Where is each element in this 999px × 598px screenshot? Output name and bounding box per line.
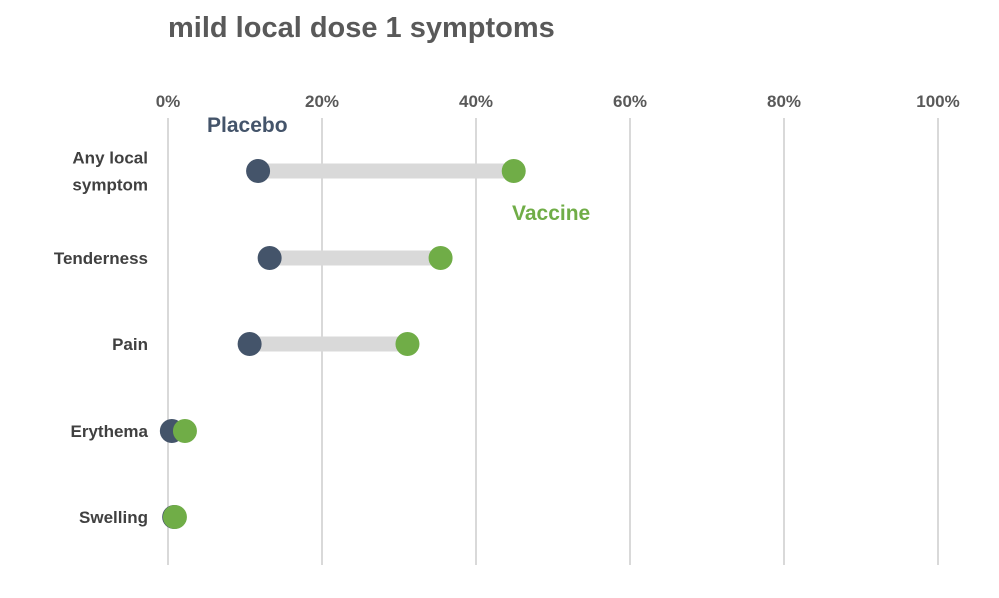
category-label: Erythema bbox=[71, 422, 149, 441]
x-tick-label: 80% bbox=[767, 92, 801, 111]
chart-title: mild local dose 1 symptoms bbox=[168, 12, 555, 44]
category-label: Pain bbox=[112, 335, 148, 354]
placebo-point bbox=[237, 332, 262, 356]
vaccine-point bbox=[395, 332, 420, 356]
category-label: Tenderness bbox=[54, 249, 148, 268]
series-label-vaccine: Vaccine bbox=[512, 202, 590, 225]
connectors bbox=[171, 163, 514, 525]
vaccine-point bbox=[172, 419, 197, 443]
data-points bbox=[159, 159, 526, 529]
x-tick-label: 20% bbox=[305, 92, 339, 111]
vaccine-point bbox=[162, 505, 187, 529]
x-tick-label: 100% bbox=[916, 92, 959, 111]
x-tick-label: 60% bbox=[613, 92, 647, 111]
x-tick-label: 0% bbox=[156, 92, 181, 111]
category-label: symptom bbox=[72, 176, 148, 195]
vaccine-point bbox=[428, 246, 453, 270]
category-label: Swelling bbox=[79, 508, 148, 527]
series-label-placebo: Placebo bbox=[207, 114, 288, 137]
x-tick-label: 40% bbox=[459, 92, 493, 111]
category-labels: Any local symptom Tenderness Pain Erythema Sw… bbox=[54, 149, 149, 528]
category-label: Any local bbox=[72, 149, 148, 168]
placebo-point bbox=[257, 246, 282, 270]
placebo-point bbox=[246, 159, 271, 183]
vaccine-point bbox=[501, 159, 526, 183]
x-tick-labels: 0% 20% 40% 60% 80% 100% bbox=[156, 92, 960, 111]
